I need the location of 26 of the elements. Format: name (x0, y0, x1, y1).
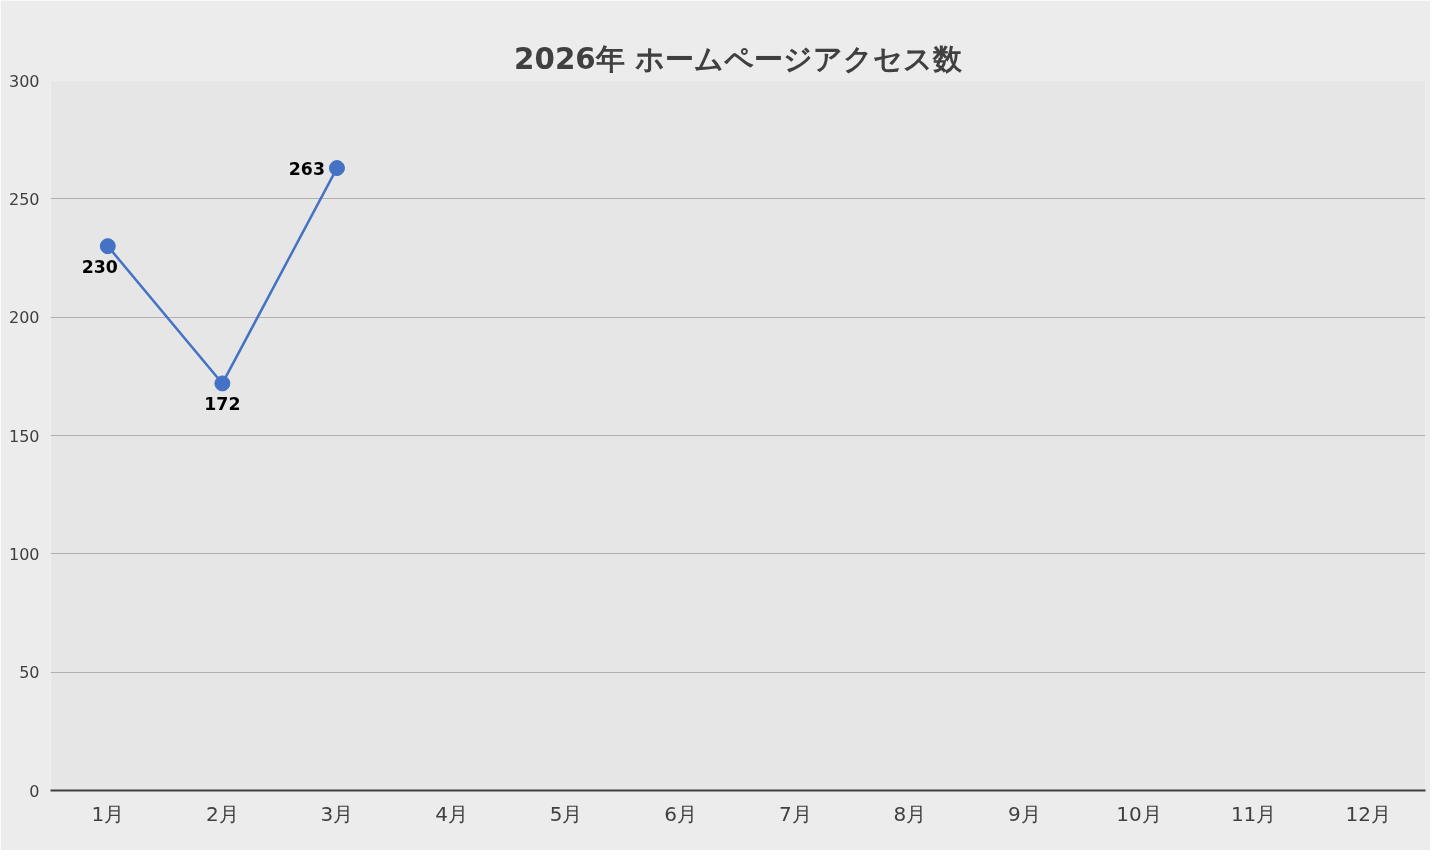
x-tick-label: 7月 (778, 801, 812, 826)
y-tick-label: 250 (8, 189, 40, 209)
x-tick-label: 3月 (320, 801, 354, 826)
x-tick-label: 12月 (1345, 801, 1391, 826)
y-tick-label: 0 (29, 781, 40, 801)
data-label: 230 (81, 257, 118, 278)
point (328, 160, 345, 177)
x-tick-label: 2月 (206, 801, 239, 826)
point (214, 375, 231, 392)
y-tick-label: 100 (8, 544, 40, 564)
x-tick-label: 8月 (893, 801, 927, 826)
y-tick-label: 50 (19, 663, 40, 683)
point (99, 238, 116, 255)
x-tick-label: 5月 (549, 801, 583, 826)
x-tick-label: 9月 (1008, 801, 1041, 826)
y-tick-label: 150 (8, 426, 40, 446)
data-label: 263 (288, 158, 325, 179)
data-label: 172 (204, 394, 241, 415)
x-tick-label: 1月 (91, 801, 125, 826)
chart-title: 2026年 ホームページアクセス数 (514, 41, 963, 76)
y-tick-label: 200 (8, 308, 40, 328)
x-tick-label: 10月 (1116, 801, 1162, 826)
x-tick-label: 4月 (435, 801, 468, 826)
x-tick-label: 6月 (664, 801, 698, 826)
x-tick-label: 11月 (1230, 801, 1277, 826)
y-tick-label: 300 (8, 71, 40, 91)
